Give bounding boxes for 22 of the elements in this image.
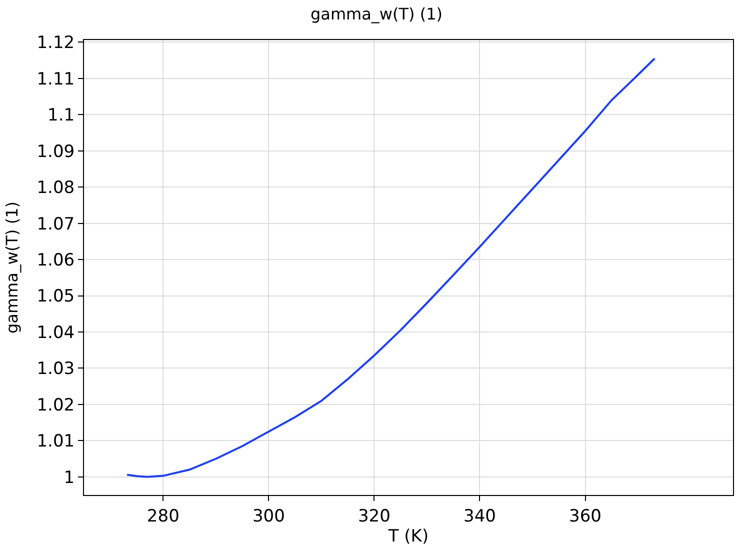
y-tick-label: 1.06 (36, 250, 75, 270)
x-tick-label: 360 (569, 506, 602, 526)
x-tick-label: 300 (252, 506, 285, 526)
y-tick-label: 1.09 (36, 142, 75, 162)
y-tick-label: 1.11 (36, 69, 75, 90)
y-tick-label: 1.12 (36, 33, 75, 54)
chart-title: gamma_w(T) (1) (310, 4, 443, 24)
x-tick-label: 320 (358, 506, 390, 526)
y-tick-label: 1 (64, 468, 75, 488)
y-tick-label: 1.07 (36, 214, 75, 234)
y-tick-label: 1.01 (36, 432, 75, 452)
y-tick-label: 1.05 (36, 286, 75, 307)
x-axis-title: T (K) (387, 526, 429, 546)
x-tick-label: 340 (464, 506, 496, 526)
y-tick-label: 1.1 (48, 106, 75, 126)
y-axis-title: gamma_w(T) (1) (2, 201, 22, 334)
y-tick-label: 1.04 (36, 322, 75, 343)
line-series (126, 57, 656, 478)
y-tick-label: 1.08 (36, 178, 75, 198)
x-tick-label: 280 (146, 506, 180, 526)
y-tick-label: 1.02 (36, 395, 75, 416)
y-tick-label: 1.03 (36, 359, 75, 380)
